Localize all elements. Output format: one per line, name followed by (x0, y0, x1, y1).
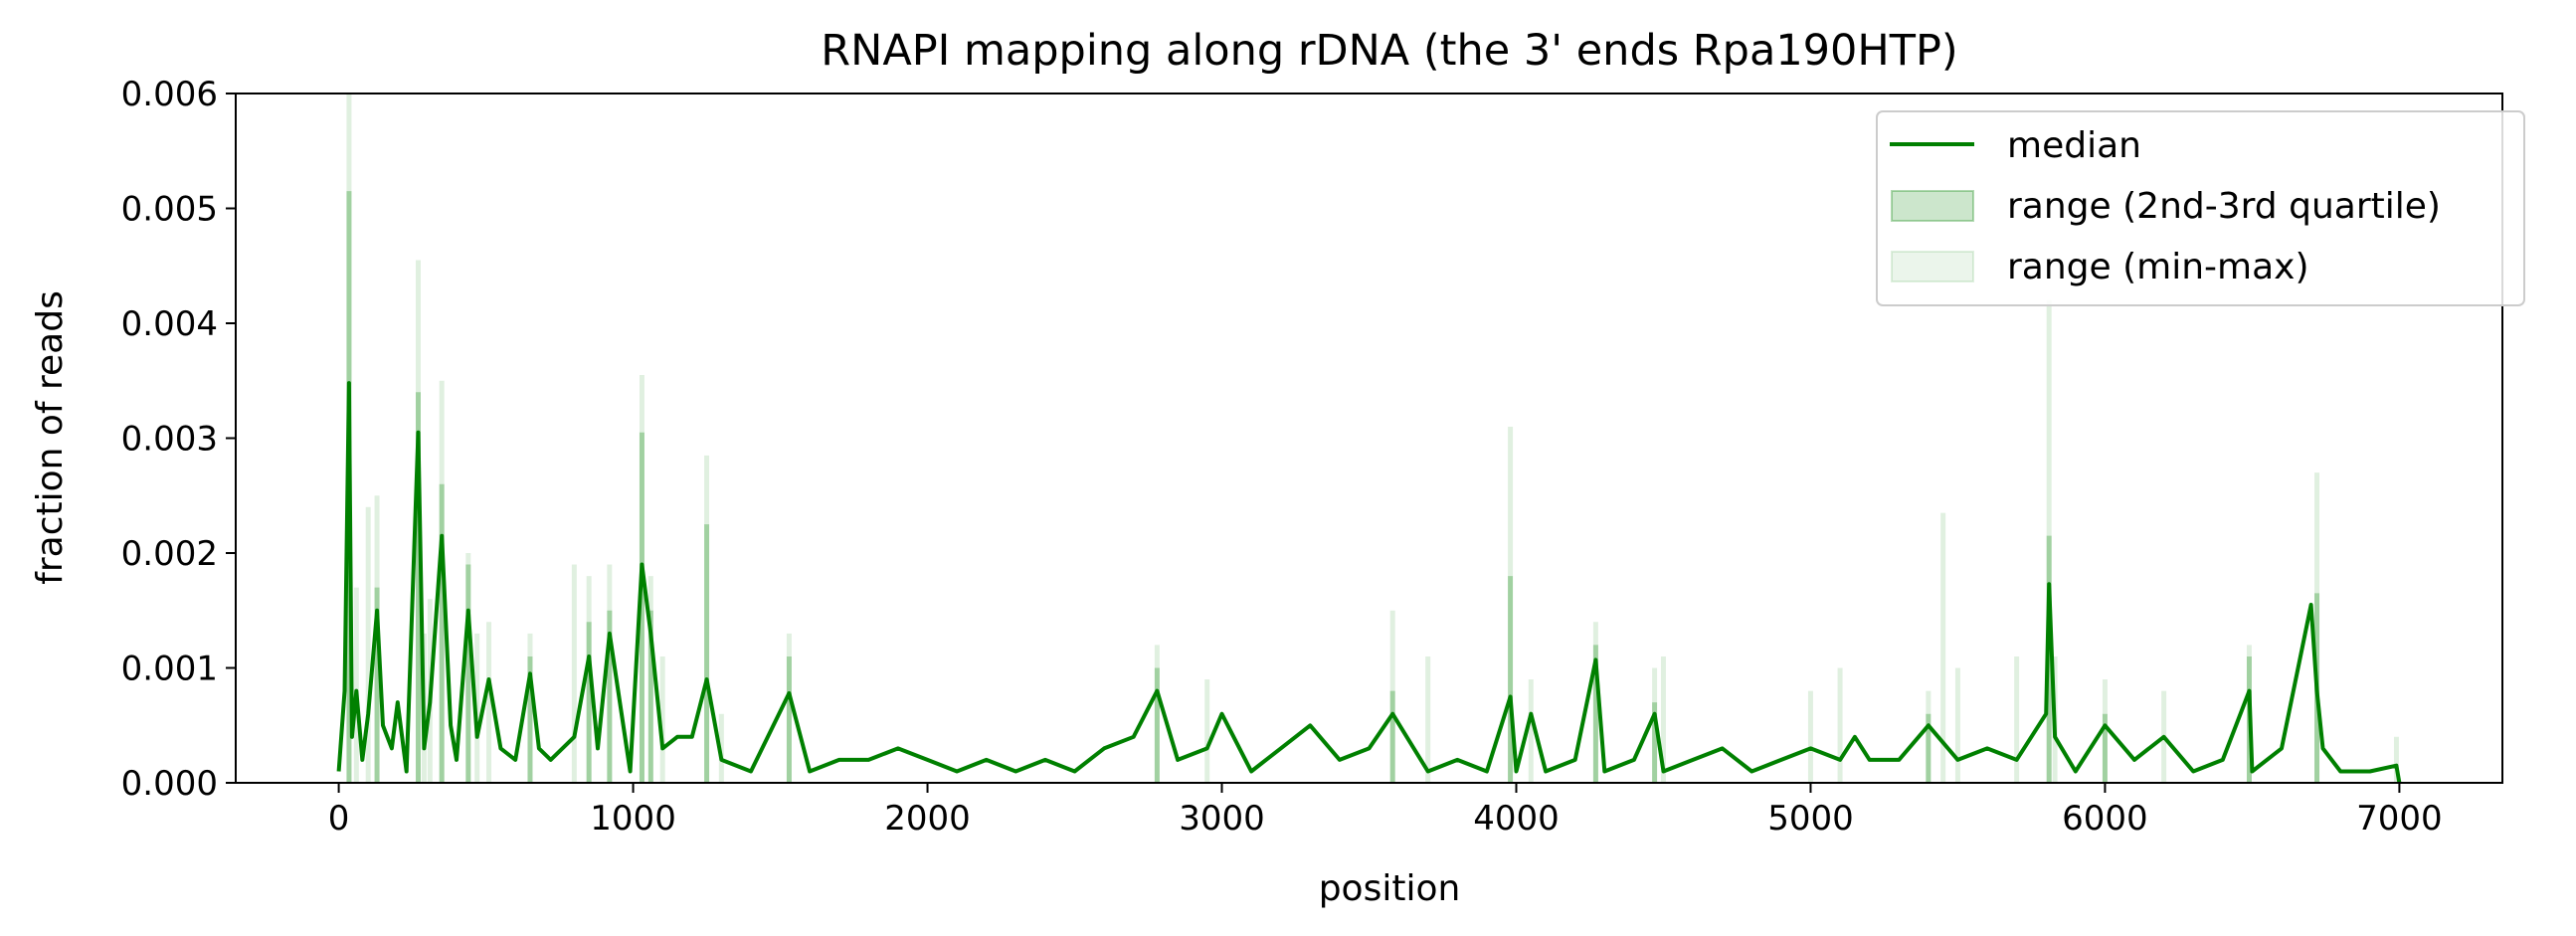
x-tick-label: 4000 (1473, 799, 1560, 839)
median-line-layer (336, 381, 2402, 783)
legend-quartile-swatch (1891, 190, 1974, 222)
x-tick-label: 7000 (2356, 799, 2443, 839)
y-tick-label: 0.002 (121, 534, 218, 574)
plot-area (235, 93, 2503, 784)
x-tick-label: 6000 (2062, 799, 2148, 839)
chart-title: RNAPI mapping along rDNA (the 3' ends Rp… (821, 26, 1957, 76)
minmax-band-layer (346, 94, 2399, 783)
y-axis-label: fraction of reads (30, 290, 71, 585)
x-tick-label: 2000 (884, 799, 971, 839)
y-tick-label: 0.004 (121, 304, 218, 344)
legend-minmax-swatch (1891, 251, 1974, 282)
y-tick-label: 0.006 (121, 75, 218, 114)
x-axis: 0 1000 2000 3000 4000 5000 6000 7000 (328, 783, 2443, 839)
legend-median-label: median (2007, 125, 2141, 166)
y-tick-label: 0.000 (121, 764, 218, 804)
x-tick-label: 5000 (1767, 799, 1854, 839)
x-tick-label: 3000 (1179, 799, 1265, 839)
median-line (336, 381, 2402, 783)
x-tick-label: 0 (328, 799, 350, 839)
y-axis: 0.000 0.001 0.002 0.003 0.004 0.005 0.006 (121, 75, 236, 804)
legend: median range (2nd-3rd quartile) range (m… (1876, 110, 2525, 306)
x-tick-label: 1000 (590, 799, 676, 839)
legend-box (1876, 110, 2525, 306)
y-tick-label: 0.003 (121, 420, 218, 460)
x-axis-label: position (1319, 868, 1461, 909)
y-tick-label: 0.005 (121, 190, 218, 230)
legend-quartile-label: range (2nd-3rd quartile) (2007, 186, 2441, 227)
legend-minmax-label: range (min-max) (2007, 247, 2309, 287)
y-tick-label: 0.001 (121, 650, 218, 689)
